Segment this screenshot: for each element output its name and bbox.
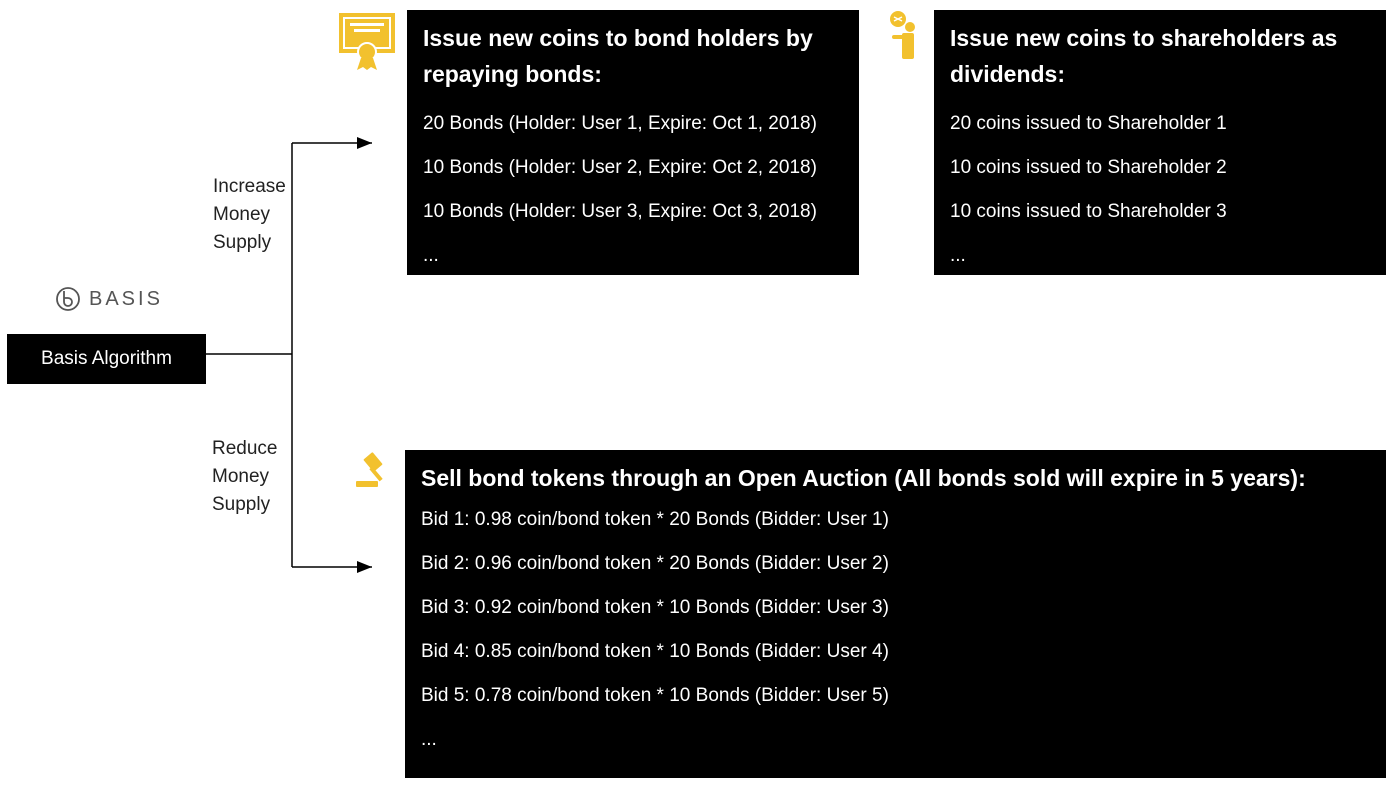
list-item: Bid 4: 0.85 coin/bond token * 10 Bonds (…	[421, 641, 889, 662]
gavel-icon	[356, 452, 383, 487]
list-item: 10 coins issued to Shareholder 3	[950, 201, 1227, 222]
bond-repayment-panel: Issue new coins to bond holders by repay…	[407, 10, 859, 275]
basis-brand: BASIS	[55, 286, 163, 312]
reduce-supply-label: Reduce Money Supply	[212, 435, 278, 519]
bond-panel-title: Issue new coins to bond holders by repay…	[423, 25, 813, 87]
increase-label-line: Money	[213, 204, 271, 225]
list-ellipsis: ...	[421, 729, 437, 750]
basis-logo-icon	[56, 287, 80, 311]
auction-panel-title: Sell bond tokens through an Open Auction…	[421, 465, 1306, 491]
list-item: 10 Bonds (Holder: User 3, Expire: Oct 3,…	[423, 201, 817, 222]
reduce-label-line: Supply	[212, 494, 271, 515]
list-item: 10 Bonds (Holder: User 2, Expire: Oct 2,…	[423, 157, 817, 178]
increase-label-line: Increase	[213, 176, 286, 197]
algorithm-label: Basis Algorithm	[41, 348, 172, 369]
list-item: Bid 2: 0.96 coin/bond token * 20 Bonds (…	[421, 553, 889, 574]
bond-certificate-icon	[339, 13, 395, 70]
shareholder-dividend-panel: Issue new coins to shareholders as divid…	[934, 10, 1386, 275]
shareholder-panel-title: Issue new coins to shareholders as divid…	[950, 25, 1338, 87]
increase-label-line: Supply	[213, 232, 272, 253]
brand-logo-text: BASIS	[89, 287, 163, 310]
reduce-label-line: Reduce	[212, 438, 278, 459]
list-item: 20 coins issued to Shareholder 1	[950, 113, 1227, 134]
list-ellipsis: ...	[950, 245, 966, 266]
list-item: 20 Bonds (Holder: User 1, Expire: Oct 1,…	[423, 113, 817, 134]
list-item: Bid 3: 0.92 coin/bond token * 10 Bonds (…	[421, 597, 889, 618]
list-item: Bid 1: 0.98 coin/bond token * 20 Bonds (…	[421, 509, 889, 530]
increase-supply-label: Increase Money Supply	[213, 173, 286, 257]
list-item: Bid 5: 0.78 coin/bond token * 10 Bonds (…	[421, 685, 889, 706]
list-item: 10 coins issued to Shareholder 2	[950, 157, 1227, 178]
bond-auction-panel: Sell bond tokens through an Open Auction…	[405, 450, 1386, 778]
reduce-label-line: Money	[212, 466, 270, 487]
list-ellipsis: ...	[423, 245, 439, 266]
basis-algorithm-box: Basis Algorithm	[7, 334, 206, 384]
shareholder-coins-icon	[890, 11, 915, 59]
